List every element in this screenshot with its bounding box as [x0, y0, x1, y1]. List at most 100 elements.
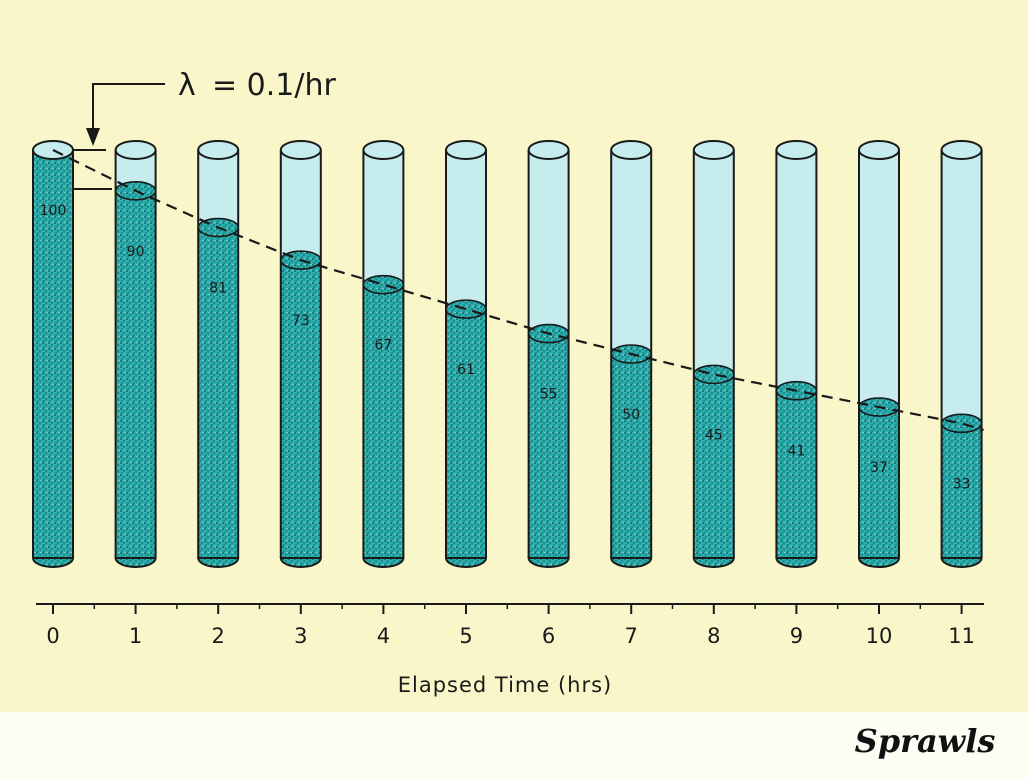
bracket-marks [74, 149, 112, 190]
value-label-4: 67 [374, 338, 392, 354]
cylinder-base [775, 557, 818, 568]
annotation-arrowhead [86, 128, 100, 146]
cylinder-base [444, 557, 488, 568]
cylinder-top-rim [445, 140, 487, 160]
cylinder-top-rim [858, 140, 900, 160]
tick-label-1: 1 [129, 624, 142, 648]
cylinder-top-rim [692, 140, 735, 160]
cylinder-top-rim [279, 140, 322, 160]
decay-trend-line [52, 149, 984, 432]
cylinder-fill [33, 150, 73, 558]
cylinder-fill [198, 227, 239, 558]
tick-label-6: 6 [542, 624, 555, 648]
cylinder-base [940, 557, 983, 568]
lambda-annotation: λ = 0.1/hr [86, 68, 337, 146]
cylinder-0: 100 [31, 140, 75, 568]
cylinder-empty-space [941, 150, 982, 424]
lambda-symbol: λ [178, 68, 196, 103]
tick-label-11: 11 [948, 624, 975, 648]
tick-label-2: 2 [212, 624, 225, 648]
value-label-11: 33 [953, 476, 971, 492]
cylinder-fill [776, 390, 817, 558]
decay-rate-label: = 0.1/hr [212, 68, 337, 103]
value-label-7: 50 [622, 407, 640, 423]
author-signature: Sprawls [855, 722, 996, 760]
liquid-surface [362, 274, 405, 295]
cylinder-fill [693, 374, 734, 558]
figure-background [0, 0, 1028, 712]
tick-label-5: 5 [459, 624, 472, 648]
cylinder-empty-space [363, 150, 404, 285]
cylinder-2: 81 [197, 140, 240, 568]
cylinder-base [527, 557, 570, 568]
cylinder-empty-space [528, 150, 569, 334]
dashed-decay-curve [52, 149, 984, 432]
cylinder-6: 55 [527, 140, 570, 568]
cylinder-1: 90 [114, 140, 157, 568]
cylinder-empty-space [280, 150, 321, 261]
liquid-surface [692, 364, 735, 385]
value-label-3: 73 [292, 313, 310, 329]
liquid-surface [940, 413, 983, 434]
cylinder-empty-space [198, 150, 239, 228]
liquid-surface [445, 299, 487, 319]
tick-label-8: 8 [707, 624, 720, 648]
cylinder-top-rim [362, 140, 405, 160]
value-label-5: 61 [457, 362, 475, 378]
tick-label-0: 0 [46, 624, 59, 648]
cylinder-empty-space [693, 150, 734, 375]
cylinder-top-rim [775, 140, 818, 160]
cylinder-top-rim [197, 140, 240, 160]
cylinder-11: 33 [940, 140, 983, 568]
cylinder-top-rim [610, 140, 653, 160]
cylinder-8: 45 [692, 140, 735, 568]
cylinder-fill [859, 407, 899, 558]
cylinder-group: 100 90 81 73 67 61 55 50 45 41 37 33 [31, 140, 983, 568]
cylinder-top-rim [114, 140, 157, 160]
time-axis: 0 1 2 3 4 5 6 7 8 9 10 11 [36, 603, 984, 648]
annotation-leader-line [92, 83, 165, 138]
value-label-9: 41 [787, 444, 805, 460]
cylinder-empty-space [859, 150, 899, 408]
cylinder-base [114, 557, 157, 568]
cylinder-top-rim [527, 140, 570, 160]
cylinder-base [692, 557, 735, 568]
cylinder-fill [941, 423, 982, 558]
value-label-0: 100 [40, 203, 67, 219]
cylinder-10: 37 [857, 140, 901, 568]
value-label-6: 55 [540, 387, 558, 403]
cylinder-fill [115, 190, 156, 559]
cylinder-base [279, 557, 322, 568]
value-label-2: 81 [209, 281, 227, 297]
cylinder-top-rim [940, 140, 983, 160]
cylinder-base [857, 557, 901, 568]
cylinder-fill [363, 284, 404, 558]
cylinder-empty-space [611, 150, 652, 354]
cylinder-4: 67 [362, 140, 405, 568]
tick-label-7: 7 [625, 624, 638, 648]
cylinder-base [610, 557, 653, 568]
tick-label-4: 4 [377, 624, 390, 648]
cylinder-fill [280, 260, 321, 558]
cylinder-fill [611, 354, 652, 558]
cylinder-5: 61 [444, 140, 488, 568]
tick-label-10: 10 [866, 624, 893, 648]
cylinder-base [31, 557, 75, 568]
cylinder-base [197, 557, 240, 568]
cylinder-empty-space [446, 150, 486, 310]
cylinder-fill [528, 333, 569, 558]
footer-band [0, 712, 1028, 774]
cylinder-3: 73 [279, 140, 322, 568]
value-label-1: 90 [127, 244, 145, 260]
cylinder-base [362, 557, 405, 568]
tick-label-3: 3 [294, 624, 307, 648]
value-label-10: 37 [870, 460, 888, 476]
cylinder-fill [446, 309, 486, 558]
cylinder-empty-space [776, 150, 817, 391]
cylinder-9: 41 [775, 140, 818, 568]
value-label-8: 45 [705, 427, 723, 443]
x-axis-title: Elapsed Time (hrs) [398, 673, 613, 697]
tick-label-9: 9 [790, 624, 803, 648]
